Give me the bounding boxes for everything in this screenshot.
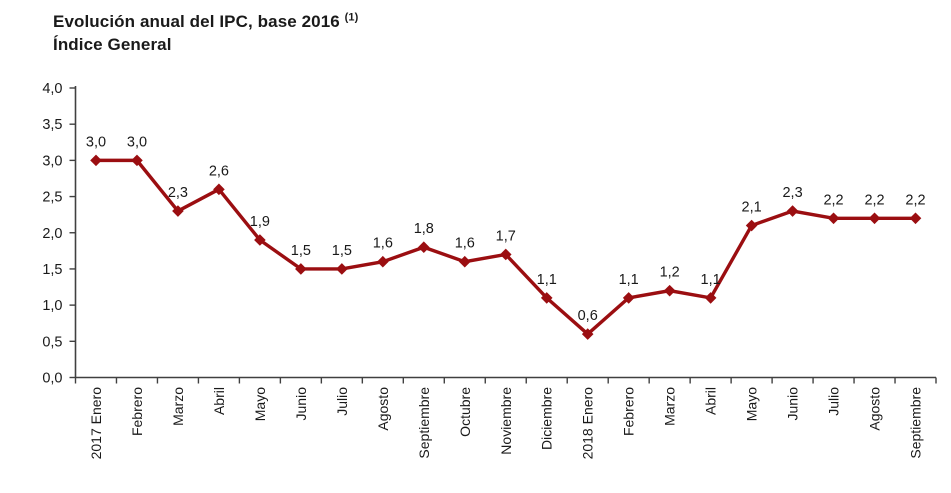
data-point-marker (909, 212, 922, 225)
y-tick-label: 4,0 (42, 81, 62, 97)
x-category-label: Mayo (744, 387, 760, 421)
y-tick-label: 0,5 (42, 334, 62, 350)
data-point-marker (868, 212, 881, 225)
y-tick-label: 2,0 (42, 226, 62, 242)
y-tick-label: 0,0 (42, 371, 62, 387)
chart-header: Evolución anual del IPC, base 2016 (1) Í… (53, 10, 358, 56)
x-category-label: Julio (334, 387, 350, 416)
x-category-label: 2018 Enero (580, 387, 596, 460)
data-point-label: 2,1 (742, 200, 762, 216)
data-point-marker (172, 205, 184, 217)
x-category-label: Febrero (621, 387, 637, 436)
x-category-label: Junio (293, 387, 309, 421)
x-category-label: Abril (211, 387, 227, 415)
data-point-marker (458, 255, 471, 268)
x-category-label: Abril (703, 387, 719, 415)
chart-title-superscript: (1) (344, 11, 359, 24)
x-category-label: Agosto (375, 387, 391, 431)
data-point-marker (499, 248, 512, 261)
y-tick-label: 3,5 (42, 117, 62, 133)
chart-title-text: Evolución anual del IPC, base 2016 (53, 12, 340, 31)
data-point-label: 1,1 (701, 272, 721, 288)
x-category-label: Octubre (457, 387, 473, 437)
data-point-label: 2,2 (823, 192, 843, 208)
data-point-label: 3,0 (86, 134, 106, 150)
y-tick-label: 1,0 (42, 298, 62, 314)
data-point-marker (786, 205, 799, 217)
y-tick-label: 2,5 (42, 190, 62, 206)
x-category-label: Septiembre (416, 387, 432, 459)
y-tick-label: 1,5 (42, 262, 62, 278)
data-point-label: 1,1 (537, 272, 557, 288)
data-point-label: 2,6 (209, 163, 229, 179)
x-category-label: Junio (785, 387, 801, 421)
data-point-label: 0,6 (578, 308, 598, 324)
x-category-label: Mayo (252, 387, 268, 421)
y-tick-label: 3,0 (42, 153, 62, 169)
data-point-marker (704, 292, 717, 304)
data-point-marker (417, 241, 430, 254)
data-point-marker (377, 255, 389, 268)
data-point-label: 1,5 (332, 243, 352, 259)
x-category-label: Marzo (662, 387, 678, 426)
data-point-label: 2,2 (864, 192, 884, 208)
data-point-label: 1,9 (250, 214, 270, 230)
x-category-label: Marzo (170, 387, 186, 426)
data-point-marker (336, 263, 348, 275)
data-point-marker (131, 154, 143, 167)
data-point-marker (213, 183, 225, 196)
x-category-label: Agosto (867, 387, 883, 431)
data-point-marker (540, 292, 553, 304)
chart-title: Evolución anual del IPC, base 2016 (1) (53, 10, 358, 33)
x-category-label: 2017 Enero (88, 387, 104, 460)
data-point-label: 1,2 (660, 265, 680, 281)
x-category-label: Diciembre (539, 387, 555, 450)
data-point-marker (827, 212, 840, 225)
data-point-label: 1,8 (414, 221, 434, 237)
data-point-marker (254, 234, 266, 246)
data-point-label: 2,2 (905, 192, 925, 208)
data-point-marker (663, 284, 676, 297)
x-category-label: Febrero (129, 387, 145, 436)
data-point-marker (90, 154, 102, 167)
data-point-label: 2,3 (168, 185, 188, 201)
data-point-marker (622, 292, 635, 304)
data-point-marker (745, 219, 758, 232)
data-point-marker (295, 263, 307, 275)
data-point-label: 1,7 (496, 228, 516, 244)
data-point-label: 2,3 (782, 185, 802, 201)
data-point-label: 3,0 (127, 134, 147, 150)
chart-subtitle: Índice General (53, 35, 172, 54)
data-point-label: 1,5 (291, 243, 311, 259)
data-point-label: 1,6 (455, 236, 475, 252)
x-category-label: Julio (826, 387, 842, 416)
data-point-label: 1,6 (373, 236, 393, 252)
data-point-marker (581, 328, 594, 340)
x-category-label: Septiembre (908, 387, 924, 459)
data-point-label: 1,1 (619, 272, 639, 288)
x-category-label: Noviembre (498, 387, 514, 455)
